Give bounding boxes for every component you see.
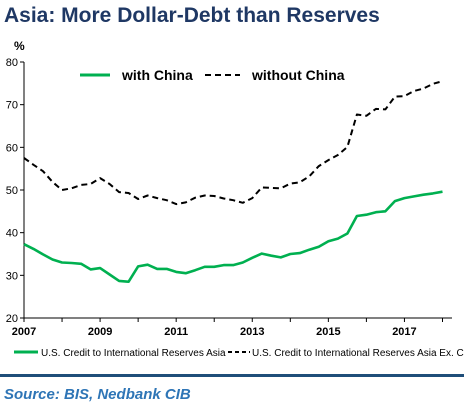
y-tick-label: 20	[6, 313, 18, 325]
axes	[23, 62, 452, 319]
y-tick-label: 30	[6, 270, 18, 282]
legend-asia-label: U.S. Credit to International Reserves As…	[41, 348, 226, 359]
series-line-asia	[23, 190, 443, 283]
x-tick-label: 2009	[88, 326, 112, 338]
x-ticks: 2007 2009 2011 2013 2015 2017	[12, 318, 443, 338]
source-note: Source: BIS, Nedbank CIB	[4, 386, 191, 403]
series-lines	[23, 80, 443, 283]
footer-divider	[0, 374, 464, 377]
y-tick-label: 70	[6, 100, 18, 112]
inline-legend: with China without China	[80, 67, 345, 83]
inline-legend-with-china-label: with China	[121, 67, 193, 83]
inline-legend-without-china-label: without China	[251, 67, 345, 83]
y-tick-label: 80	[6, 57, 18, 69]
y-tick-label: 60	[6, 142, 18, 154]
y-axis-label: %	[14, 39, 25, 53]
bottom-legend: U.S. Credit to International Reserves As…	[14, 348, 464, 359]
y-ticks: 20 30 40 50 60 70 80	[6, 57, 24, 325]
x-tick-label: 2013	[240, 326, 264, 338]
x-tick-label: 2011	[164, 326, 188, 338]
chart-title: Asia: More Dollar-Debt than Reserves	[4, 4, 380, 27]
line-chart: % 20 30 40 50 60 70 80 2007 2009 2011 2013 2015 201…	[6, 39, 464, 359]
legend-asia-ex-china-label: U.S. Credit to International Reserves As…	[252, 348, 464, 359]
y-tick-label: 50	[6, 185, 18, 197]
x-tick-label: 2017	[392, 326, 416, 338]
series-line-asia-ex-china	[23, 80, 443, 206]
x-tick-label: 2015	[316, 326, 340, 338]
x-tick-label: 2007	[12, 326, 36, 338]
y-tick-label: 40	[6, 228, 18, 240]
